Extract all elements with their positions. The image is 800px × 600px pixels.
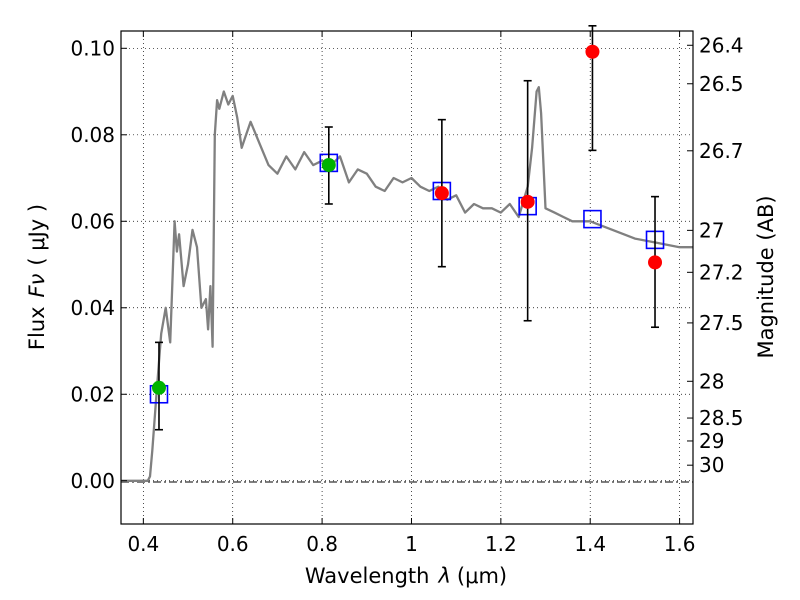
y-tick-label: 0.10 bbox=[70, 36, 115, 60]
y-axis-label: FluxFν( μJy ) bbox=[25, 204, 49, 350]
y2-tick-label: 26.4 bbox=[699, 33, 744, 57]
photometry-point bbox=[321, 158, 336, 173]
photometry-point bbox=[520, 194, 535, 209]
sed-model-line bbox=[121, 86, 693, 482]
photometry-point bbox=[151, 380, 166, 395]
model-photometry-square bbox=[583, 209, 602, 229]
x-tick-label: 1.6 bbox=[664, 532, 696, 556]
y-tick-label: 0.08 bbox=[70, 123, 115, 147]
photometry-point bbox=[648, 255, 663, 270]
y2-axis-label: Magnitude (AB) bbox=[754, 195, 778, 358]
x-tick-label: 1.2 bbox=[485, 532, 517, 556]
y2-tick-label: 26.5 bbox=[699, 72, 744, 96]
x-tick-label: 0.6 bbox=[217, 532, 249, 556]
y2-tick-label: 28.5 bbox=[699, 406, 744, 430]
y2-tick-label: 28 bbox=[699, 369, 724, 393]
y-tick-label: 0.00 bbox=[70, 469, 115, 493]
y-axis: 0.00 0.02 0.04 0.06 0.08 0.10 bbox=[70, 36, 127, 493]
y2-tick-label: 30 bbox=[699, 453, 724, 477]
y2-tick-label: 27 bbox=[699, 218, 724, 242]
x-tick-label: 0.8 bbox=[306, 532, 338, 556]
photometry-point bbox=[585, 44, 600, 59]
y2-tick-label: 29 bbox=[699, 429, 724, 453]
x-tick-label: 1.4 bbox=[574, 532, 606, 556]
y2-tick-label: 26.7 bbox=[699, 139, 744, 163]
photometry-point bbox=[434, 186, 449, 201]
x-axis-label: Wavelength λ (μm) bbox=[305, 564, 507, 588]
y-tick-label: 0.04 bbox=[70, 296, 115, 320]
x-tick-label: 0.4 bbox=[127, 532, 159, 556]
series-layer bbox=[121, 25, 693, 482]
x-tick-label: 1 bbox=[405, 532, 418, 556]
plot-frame bbox=[120, 30, 694, 525]
y-tick-label: 0.02 bbox=[70, 382, 115, 406]
grid bbox=[121, 31, 693, 524]
y2-tick-label: 27.5 bbox=[699, 311, 744, 335]
y2-tick-label: 27.2 bbox=[699, 260, 744, 284]
y-tick-label: 0.06 bbox=[70, 209, 115, 233]
x-axis: 0.4 0.6 0.8 1 1.2 1.4 1.6 bbox=[127, 31, 696, 556]
